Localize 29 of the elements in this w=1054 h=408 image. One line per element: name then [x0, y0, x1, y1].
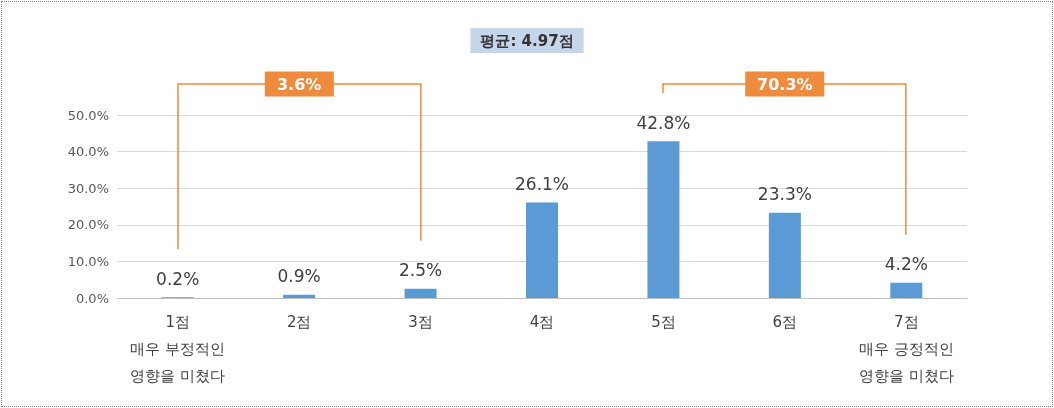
x-tick-label: 2점 [286, 312, 312, 331]
bar [283, 294, 316, 298]
x-tick-label: 5점 [651, 312, 676, 331]
y-tick-label: 30.0% [67, 180, 109, 196]
y-tick-label: 50.0% [67, 107, 109, 123]
data-label: 2.5% [398, 260, 443, 281]
x-tick-label: 3점 [408, 312, 433, 331]
y-tick-label: 40.0% [67, 144, 109, 160]
data-label: 26.1% [514, 173, 570, 194]
y-tick-label: 20.0% [67, 217, 109, 233]
text: 70.3% [745, 71, 825, 97]
data-label: 23.3% [757, 184, 812, 205]
data-label: 0.2% [156, 268, 200, 289]
y-tick-label: 10.0% [67, 253, 109, 269]
x-tick-label: 4점 [529, 312, 555, 331]
bar [647, 141, 680, 298]
bar [526, 202, 558, 298]
data-label: 0.9% [277, 266, 321, 287]
data-label: 4.2% [884, 254, 928, 275]
y-tick-label: 0.0% [75, 290, 109, 306]
x-tick-label: 1점 매우 부정적인 영향을 미쳤다 [130, 312, 226, 385]
data-label: 42.8% [636, 112, 691, 133]
bar [404, 288, 437, 298]
bar [768, 212, 801, 298]
bar [890, 282, 923, 298]
x-tick-label: 6점 [772, 312, 798, 331]
text: 3.6% [264, 71, 334, 97]
x-tick-label: 7점 매우 긍정적인 영향을 미쳤다 [858, 312, 954, 385]
chart-title: 평균: 4.97점 [480, 31, 574, 50]
